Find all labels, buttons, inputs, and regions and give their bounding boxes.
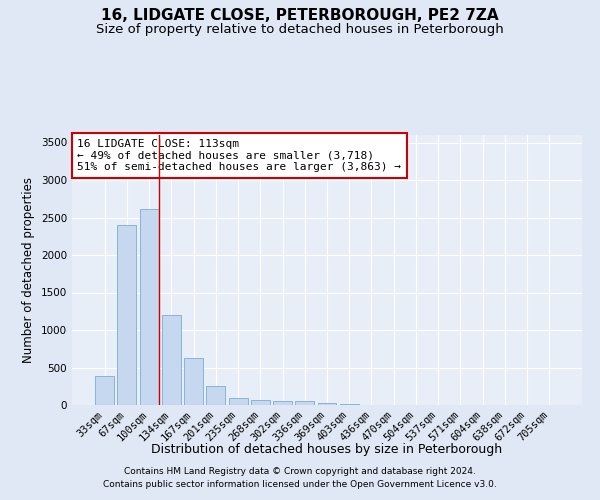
Text: Distribution of detached houses by size in Peterborough: Distribution of detached houses by size … [151,442,503,456]
Bar [184,358,203,405]
Bar [251,400,270,405]
Y-axis label: Number of detached properties: Number of detached properties [22,177,35,363]
Bar [340,404,359,405]
Bar [162,315,181,405]
Bar [229,398,248,405]
Text: Contains HM Land Registry data © Crown copyright and database right 2024.: Contains HM Land Registry data © Crown c… [124,468,476,476]
Bar [273,400,292,405]
Bar [95,376,114,405]
Bar [206,386,225,405]
Text: Size of property relative to detached houses in Peterborough: Size of property relative to detached ho… [96,22,504,36]
Bar [118,225,136,405]
Bar [317,403,337,405]
Text: 16 LIDGATE CLOSE: 113sqm
← 49% of detached houses are smaller (3,718)
51% of sem: 16 LIDGATE CLOSE: 113sqm ← 49% of detach… [77,139,401,172]
Bar [295,401,314,405]
Text: 16, LIDGATE CLOSE, PETERBOROUGH, PE2 7ZA: 16, LIDGATE CLOSE, PETERBOROUGH, PE2 7ZA [101,8,499,22]
Bar [140,209,158,405]
Text: Contains public sector information licensed under the Open Government Licence v3: Contains public sector information licen… [103,480,497,489]
